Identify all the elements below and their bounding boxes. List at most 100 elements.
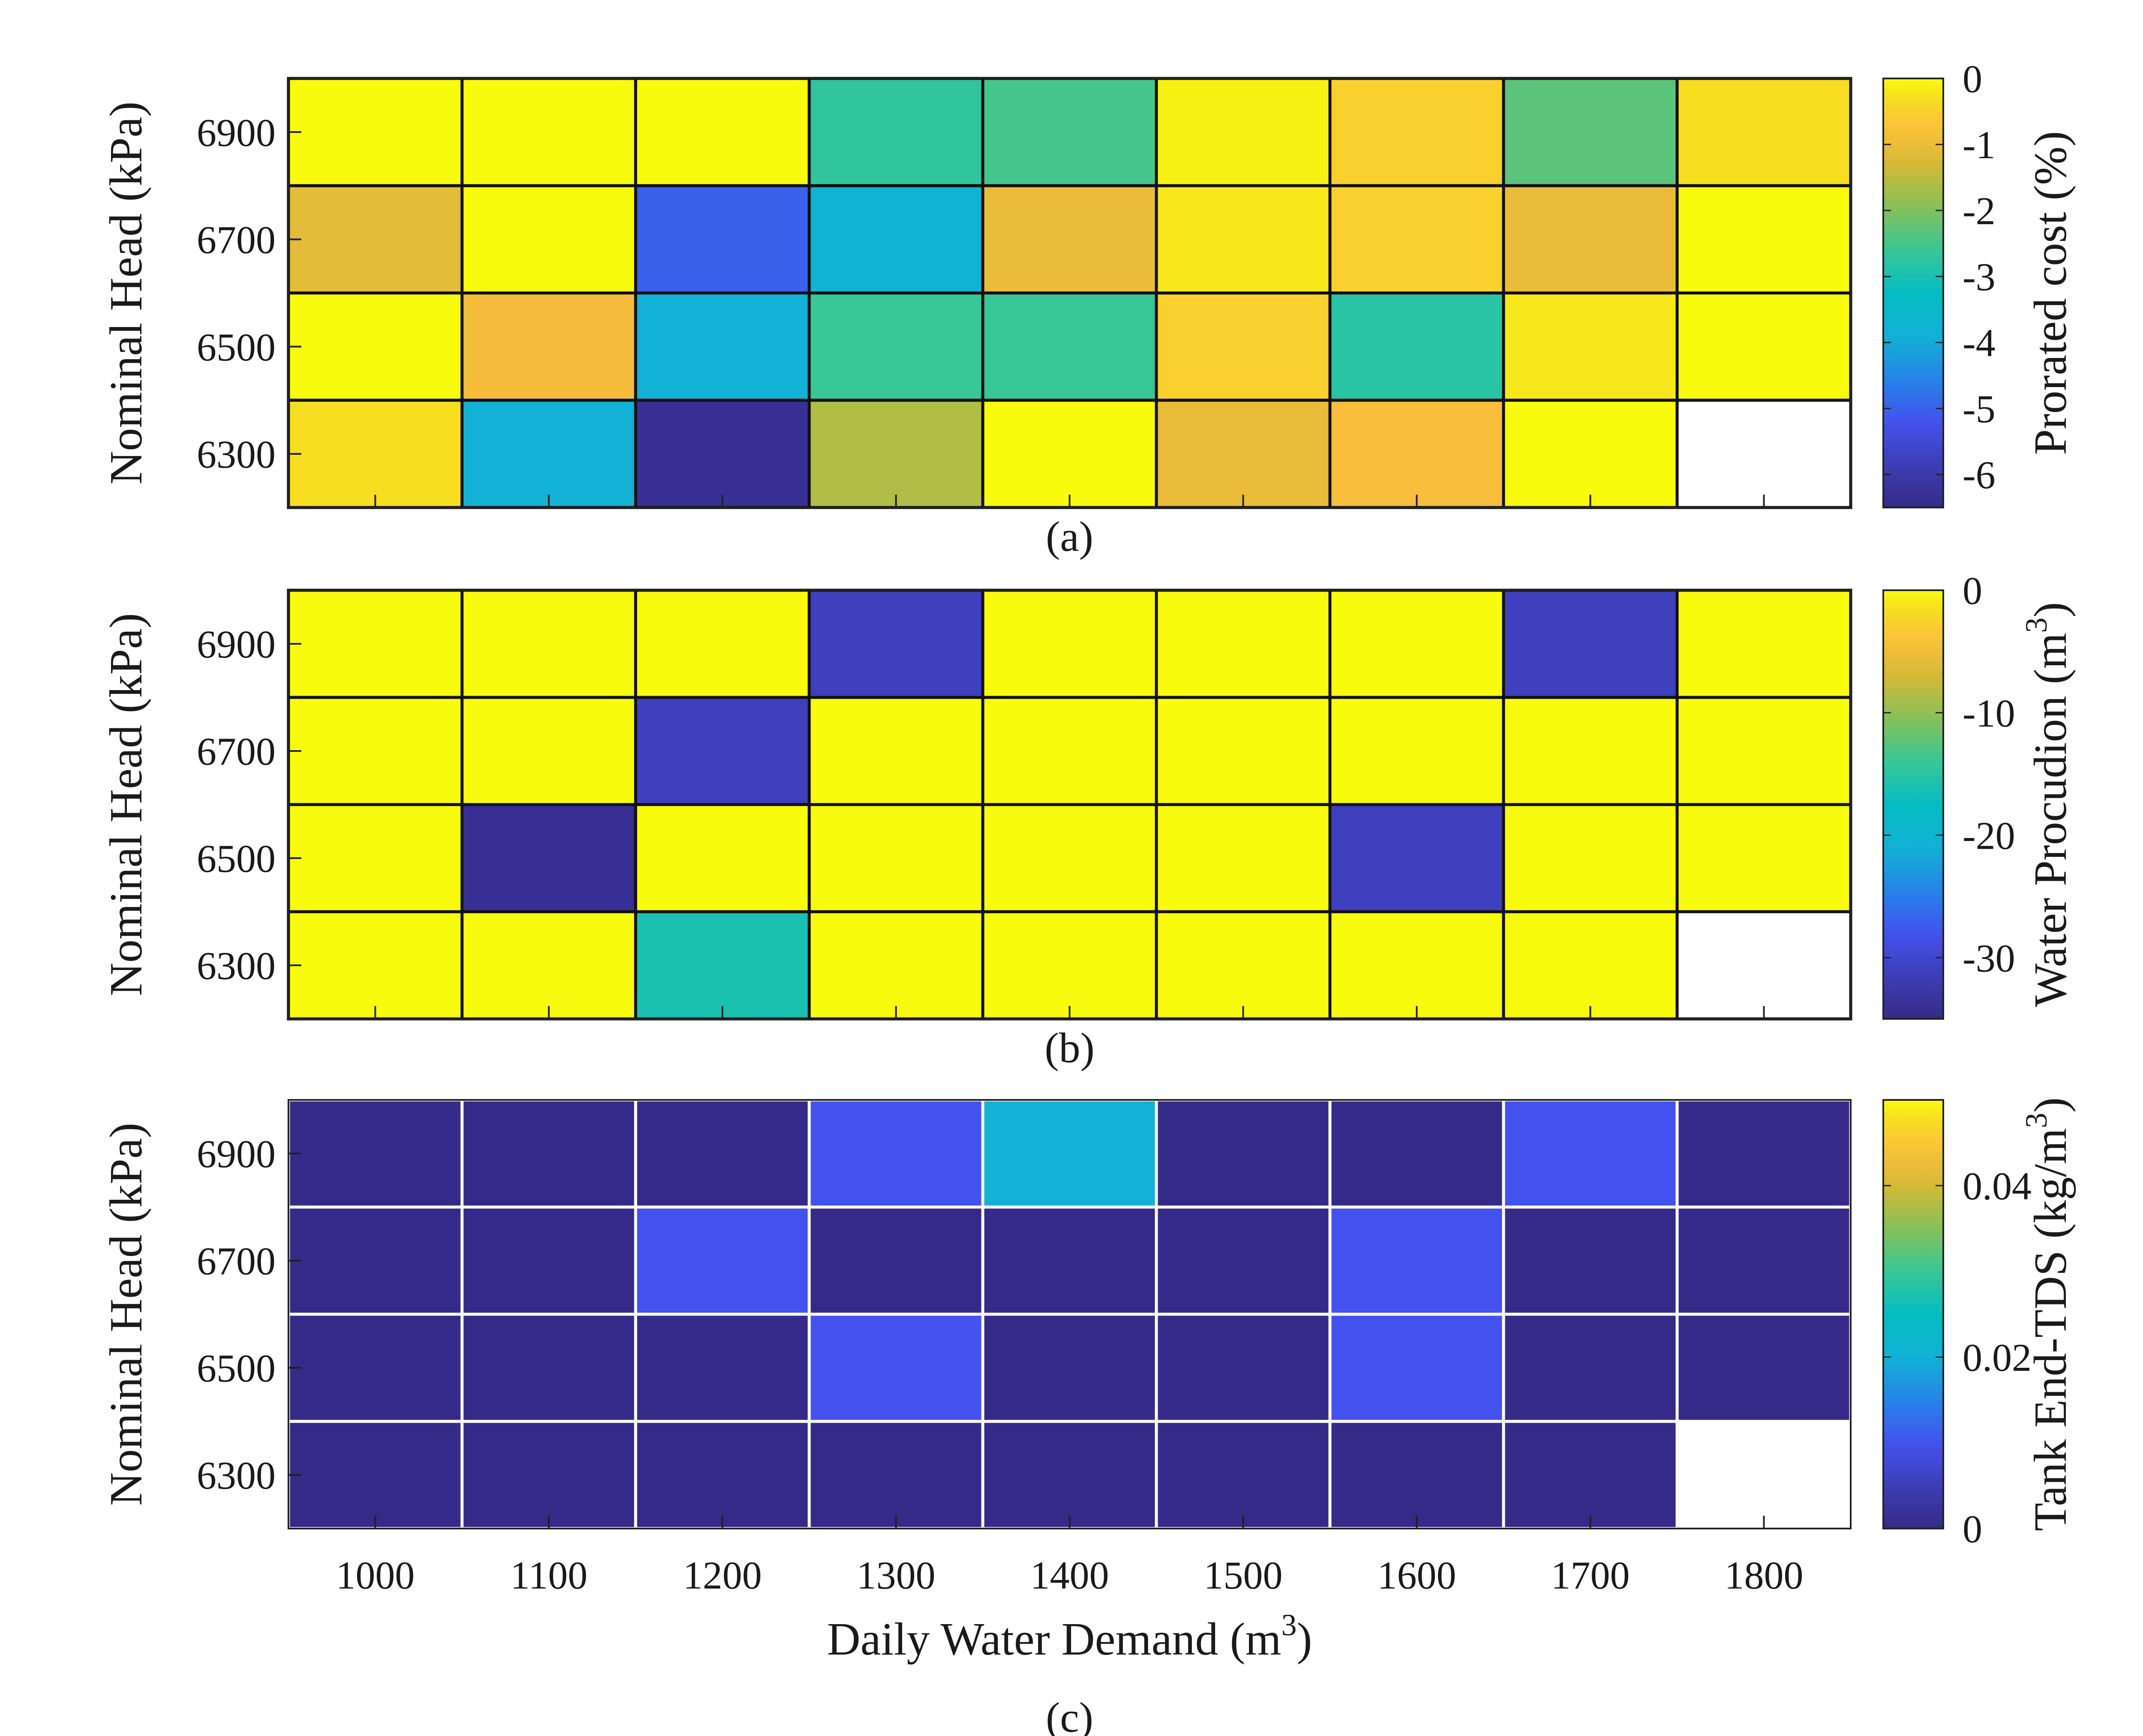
heatmap-cell [287, 1205, 464, 1316]
heatmap-cell [287, 399, 464, 509]
heatmap-cell [1155, 696, 1332, 806]
heatmap-cell [460, 1420, 637, 1530]
heatmap-cell [1328, 1098, 1505, 1209]
heatmap-cell [1155, 184, 1332, 294]
x-tick-label: 1100 [510, 1553, 588, 1597]
y-tick-label: 6900 [197, 1132, 276, 1176]
heatmap-cell [634, 77, 811, 187]
colorbar-tick-label: 0 [1963, 57, 1982, 101]
colorbar-label: Tank End-TDS (kg/m3) [2019, 1097, 2076, 1531]
heatmap-cell [460, 291, 637, 402]
x-tick-label: 1000 [336, 1553, 415, 1597]
heatmap-cell [1675, 184, 1852, 294]
heatmap-cell [1155, 1205, 1332, 1316]
colorbar-tick-label: -3 [1963, 255, 1996, 299]
heatmap-cell [1502, 1205, 1679, 1316]
heatmap-cell [460, 696, 637, 806]
heatmap-cell [807, 399, 984, 509]
heatmap-cell [1502, 399, 1679, 509]
panel-3: 6900 6700 6500 6300 1000 1100 1200 1300 1400 1500… [101, 1097, 2076, 1736]
heatmap-cell [634, 291, 811, 402]
colorbar [1882, 1099, 1944, 1529]
heatmap-cell [1502, 184, 1679, 294]
y-tick-label: 6700 [197, 730, 276, 773]
colorbar-tick-label: -20 [1963, 814, 2015, 858]
heatmap-cell [1502, 291, 1679, 402]
heatmap-cell [1155, 589, 1332, 699]
heatmap-cell [460, 1098, 637, 1209]
heatmap-cell [1675, 589, 1852, 699]
heatmap-cell [287, 803, 464, 913]
heatmap-cell [634, 1420, 811, 1530]
heatmap-cell [981, 291, 1158, 402]
heatmap-cell [807, 910, 984, 1021]
heatmap-cell [287, 910, 464, 1021]
heatmap-cell [460, 399, 637, 509]
heatmap-cell [460, 910, 637, 1021]
heatmap-cell [807, 184, 984, 294]
heatmap-cell [807, 696, 984, 806]
y-tick-label: 6500 [197, 837, 276, 880]
heatmap-cell [287, 1098, 464, 1209]
heatmap-cell [634, 1205, 811, 1316]
heatmap-cell [1675, 399, 1852, 509]
heatmap-cell [1328, 291, 1505, 402]
heatmap-cell [634, 184, 811, 294]
heatmap-cell [1328, 589, 1505, 699]
x-axis-label: Daily Water Demand (m3) [827, 1608, 1312, 1665]
colorbar-tick-label: 0.02 [1963, 1336, 2032, 1379]
colorbar [1882, 78, 1944, 508]
panel-2: 6900 6700 6500 6300 Nominal Head (kPa) (b) 0 -1… [101, 569, 2076, 1072]
heatmap-cell [1155, 399, 1332, 509]
heatmap-cell [1675, 696, 1852, 806]
colorbar-label: Water Procudion (m3) [2019, 602, 2076, 1007]
heatmap-cell [1502, 803, 1679, 913]
heatmap-cell [1155, 1098, 1332, 1209]
heatmap-cell [981, 1205, 1158, 1316]
heatmap-cell [981, 910, 1158, 1021]
y-tick-label: 6700 [197, 1239, 276, 1283]
heatmap-cell [287, 589, 464, 699]
heatmap-cell [460, 1313, 637, 1423]
heatmap-cell [1328, 1313, 1505, 1423]
heatmap-cell [460, 1205, 637, 1316]
heatmap-cell [807, 77, 984, 187]
heatmap-cell [981, 1098, 1158, 1209]
heatmap-cell [1502, 696, 1679, 806]
heatmap-cell [460, 803, 637, 913]
heatmap-cell [287, 77, 464, 187]
heatmap-cell [981, 399, 1158, 509]
heatmap-cell [1155, 1420, 1332, 1530]
heatmap-cell [634, 1098, 811, 1209]
heatmap-cell [1675, 803, 1852, 913]
heatmap-cell [1328, 910, 1505, 1021]
heatmap-cell [1155, 803, 1332, 913]
x-tick-label: 1500 [1204, 1553, 1283, 1597]
heatmap-cell [287, 696, 464, 806]
heatmap-cell [1502, 77, 1679, 187]
heatmap-cell [981, 589, 1158, 699]
y-tick-label: 6500 [197, 325, 276, 369]
heatmap-cell [1675, 910, 1852, 1021]
heatmap-cell [1328, 1420, 1505, 1530]
y-axis-label: Nominal Head (kPa) [101, 102, 152, 485]
heatmap-cell [807, 291, 984, 402]
colorbar-tick-label: -5 [1963, 387, 1996, 431]
colorbar-tick-label: -1 [1963, 123, 1996, 167]
y-axis-label: Nominal Head (kPa) [101, 1123, 152, 1506]
y-tick-label: 6300 [197, 432, 276, 476]
y-tick-label: 6300 [197, 944, 276, 988]
heatmap-cell [981, 77, 1158, 187]
panel-label: (c) [1046, 1694, 1093, 1736]
heatmap-cell [1675, 1420, 1852, 1530]
heatmap-cell [1675, 77, 1852, 187]
heatmap-cell [1675, 1205, 1852, 1316]
heatmap-cell [1502, 910, 1679, 1021]
panel-1: 6900 6700 6500 6300 Nominal Head (kPa) (a) 0 -1… [101, 57, 2076, 560]
panel-label: (b) [1044, 1024, 1095, 1072]
heatmap-cell [807, 1098, 984, 1209]
y-tick-label: 6500 [197, 1346, 276, 1390]
heatmap-cell [460, 184, 637, 294]
heatmap-cell [287, 291, 464, 402]
